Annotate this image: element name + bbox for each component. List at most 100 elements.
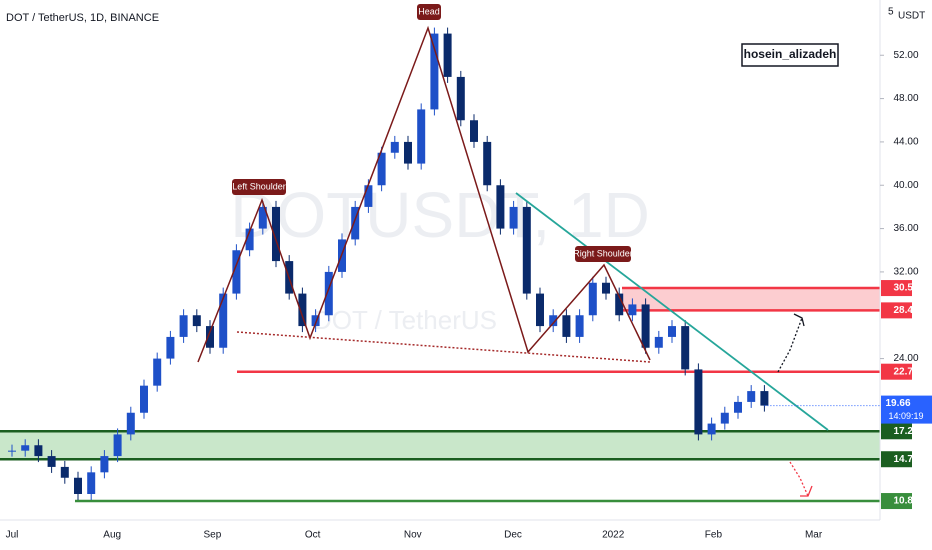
y-tick-label: 32.00 bbox=[893, 267, 918, 278]
candle bbox=[21, 445, 30, 451]
candle bbox=[351, 206, 360, 240]
candle bbox=[324, 271, 333, 316]
candle bbox=[404, 141, 412, 164]
level-label: 17.29 bbox=[893, 426, 918, 437]
candle bbox=[166, 336, 175, 359]
candle bbox=[219, 293, 228, 348]
x-tick-label: Oct bbox=[305, 530, 321, 541]
candle bbox=[298, 293, 307, 327]
level-label: 14.71 bbox=[893, 454, 918, 465]
x-tick-label: Jul bbox=[6, 530, 19, 541]
candle bbox=[496, 185, 505, 229]
candle bbox=[641, 304, 650, 348]
candle bbox=[747, 391, 756, 402]
annotation-box bbox=[575, 246, 631, 262]
level-label-box bbox=[881, 363, 912, 380]
annotation: Head bbox=[418, 6, 440, 16]
x-tick-label: Feb bbox=[705, 530, 723, 541]
y-tick-label: 48.00 bbox=[893, 93, 918, 104]
x-tick-label: Aug bbox=[103, 530, 121, 541]
candle bbox=[602, 282, 610, 294]
level-label-box bbox=[881, 493, 912, 510]
watermark: DOTUSDT, 1D bbox=[230, 179, 650, 251]
level-label-box bbox=[881, 423, 912, 440]
candle bbox=[615, 293, 624, 316]
annotation: Left Shoulder bbox=[232, 181, 286, 191]
current-price-label: 19.66 bbox=[885, 398, 910, 409]
watermark-sub: DOT / TetherUS bbox=[313, 305, 497, 335]
candle bbox=[562, 315, 571, 337]
candle bbox=[206, 326, 214, 348]
x-tick-label: Sep bbox=[204, 530, 222, 541]
candle bbox=[483, 141, 492, 186]
x-tick-label: Nov bbox=[404, 530, 422, 541]
candle bbox=[575, 315, 584, 337]
candle bbox=[140, 385, 148, 413]
arrow-head bbox=[793, 313, 805, 327]
zone bbox=[0, 431, 880, 460]
candle bbox=[417, 109, 426, 164]
chart-title: DOT / TetherUS, 1D, BINANCE bbox=[6, 12, 159, 24]
arrow-up bbox=[777, 317, 803, 373]
candle bbox=[430, 33, 439, 110]
candle bbox=[654, 336, 663, 348]
candle bbox=[258, 206, 267, 229]
level-label-box bbox=[881, 280, 912, 297]
candle bbox=[60, 466, 69, 478]
y-tick-label: 44.00 bbox=[893, 137, 918, 148]
candle bbox=[694, 369, 703, 435]
candle bbox=[734, 401, 742, 413]
countdown: 14:09:19 bbox=[888, 411, 923, 421]
candle bbox=[192, 315, 201, 327]
candle bbox=[390, 141, 399, 153]
candle bbox=[509, 206, 518, 229]
zone bbox=[622, 288, 880, 311]
candle bbox=[113, 434, 122, 457]
candle bbox=[681, 326, 690, 370]
axis-unit-prefix: 5 bbox=[888, 7, 894, 18]
candle bbox=[536, 293, 544, 327]
y-tick-label: 52.00 bbox=[893, 50, 918, 61]
pattern-line bbox=[197, 25, 651, 363]
annotation: Right Shoulder bbox=[573, 248, 633, 258]
candle bbox=[8, 450, 16, 452]
candle bbox=[760, 391, 769, 406]
y-tick-label: 24.00 bbox=[893, 353, 918, 364]
candle bbox=[707, 423, 716, 435]
candle bbox=[311, 315, 320, 327]
current-price-box bbox=[881, 395, 932, 424]
level-label: 28.45 bbox=[893, 305, 918, 316]
annotation-box bbox=[232, 179, 286, 195]
candle bbox=[588, 282, 597, 316]
candle bbox=[100, 456, 109, 473]
annotation-box bbox=[417, 4, 441, 20]
candle bbox=[720, 412, 729, 424]
candle bbox=[126, 412, 135, 435]
candle bbox=[245, 228, 254, 251]
candle bbox=[34, 445, 43, 457]
candle bbox=[549, 315, 558, 327]
candle bbox=[153, 358, 162, 386]
candle bbox=[668, 326, 676, 337]
level-label: 22.79 bbox=[893, 366, 918, 377]
candle bbox=[232, 250, 241, 294]
x-tick-label: 2022 bbox=[602, 530, 625, 541]
candle bbox=[443, 33, 452, 77]
candle bbox=[47, 456, 56, 467]
level-label-box bbox=[881, 302, 912, 319]
y-tick-label: 40.00 bbox=[893, 180, 918, 191]
candle bbox=[377, 152, 386, 186]
x-tick-label: Mar bbox=[805, 530, 823, 541]
candle bbox=[272, 206, 280, 262]
level-label-box bbox=[881, 451, 912, 468]
candle bbox=[522, 206, 531, 294]
candle bbox=[179, 315, 188, 337]
y-tick-label: 36.00 bbox=[893, 223, 918, 234]
candle bbox=[364, 185, 373, 207]
candle bbox=[87, 472, 96, 494]
arrow-head bbox=[800, 485, 813, 497]
axis-unit: USDT bbox=[898, 11, 925, 22]
level-label: 30.51 bbox=[893, 283, 918, 294]
